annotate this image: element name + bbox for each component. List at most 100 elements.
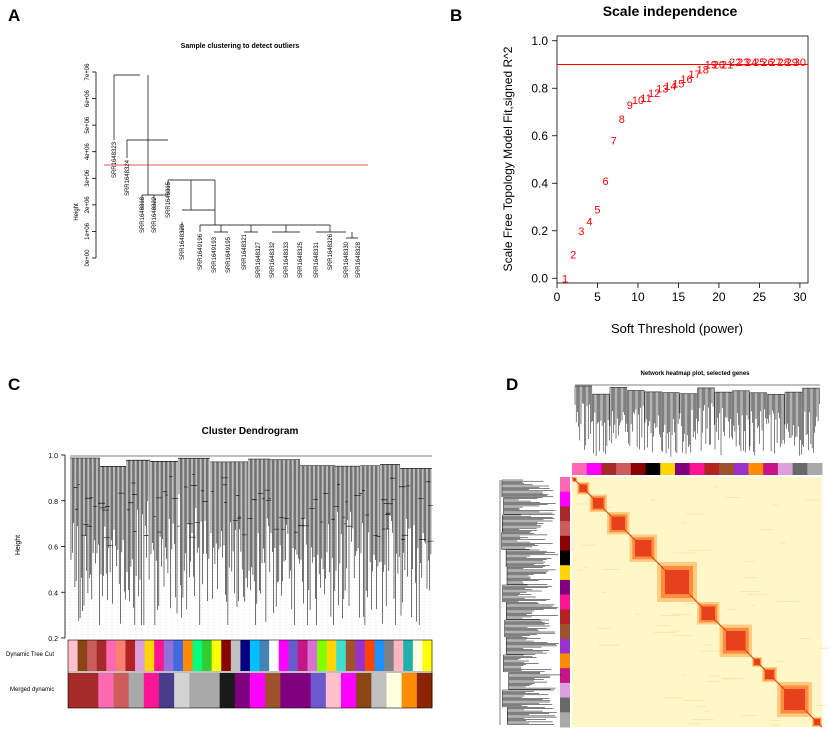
left-module-strip [560,682,570,699]
left-module-strip [560,668,570,684]
top-module-strip [660,463,676,475]
panel-b-point-label: 8 [619,114,625,126]
panel-c-ytick-label: 1.0 [48,453,58,460]
dynamic-tree-cut-segment [422,640,433,671]
panel-b-point-label: 16 [680,74,692,86]
top-module-strip [586,463,602,475]
panel-b-point-label: 15 [672,79,684,91]
merged-dynamic-label: Merged dynamic [10,687,55,693]
merged-dynamic-segment [159,673,175,708]
panel-letter-a: A [8,6,21,25]
panel-b-point-label: 30 [794,57,806,69]
dynamic-tree-cut-segment [288,640,299,671]
top-module-strip [645,463,661,475]
panel-a-sample-label: SRR1648327 [256,241,262,278]
panel-a-sample-label: SRR1648333 [284,241,290,278]
merged-dynamic-segment [295,673,312,708]
panel-b-ytick-label: 0.0 [531,271,548,285]
dynamic-tree-cut-segment [144,640,155,671]
merged-dynamic-segment [416,673,433,708]
panel-a-sample-label: SRR1648326 [328,233,334,270]
panel-b-title: Scale independence [602,3,738,19]
top-module-strip [763,463,779,475]
left-module-strip [560,712,570,728]
dynamic-tree-cut-segment [96,640,107,671]
top-module-strip [719,463,735,475]
top-module-strip [689,463,705,475]
panel-b-xlabel: Soft Threshold (power) [611,321,743,336]
panel-b-xtick-label: 10 [631,290,645,304]
merged-dynamic-segment [341,673,357,708]
top-module-strip [601,463,617,475]
panel-a-ytick-label: 6e+06 [85,89,91,107]
panel-c-title: Cluster Dendrogram [201,426,299,437]
dynamic-tree-cut-segment [202,640,213,671]
dynamic-tree-cut-segment [364,640,376,671]
panel-a-sample-label: SRR1648323 [112,141,118,178]
panel-c-ytick-label: 0.8 [48,499,58,506]
dynamic-tree-cut-segment [135,640,146,671]
top-module-strip [616,463,632,475]
panel-a-ytick-label: 7e+06 [85,63,91,81]
panel-b-xtick-label: 25 [753,290,767,304]
left-module-strip [560,697,570,713]
panel-a-ytick-label: 1e+06 [85,222,91,240]
dynamic-tree-cut-segment [77,640,88,671]
panel-c-plot: 0.2 0.4 0.6 0.8 1.0 Height [15,453,434,709]
top-module-strip [748,463,764,475]
panel-a-sample-label: SRR1648332 [270,241,276,278]
panel-b-ytick-label: 0.8 [531,81,548,95]
panel-b-point-label: 20 [713,60,725,72]
panel-letter-d: D [506,375,519,394]
panel-a-sample-label: SRR1648331 [314,241,320,278]
panel-b-point-label: 22 [729,57,741,69]
panel-b-ytick-label: 0.2 [531,224,548,238]
panel-b-point-label: 1 [562,273,568,285]
dynamic-tree-cut-segment [259,640,270,671]
panel-b-xtick-label: 20 [712,290,726,304]
left-module-strip [560,491,570,507]
panel-b-plot: 0 5 10 15 20 25 30 0.0 0.2 0.4 0.6 0.8 1.0 Scale Free… [0,0,829,350]
left-module-strip [560,594,570,610]
merged-dynamic-segment [280,673,296,708]
left-module-strip [560,565,570,581]
merged-dynamic-segment [143,673,160,708]
panel-a-sample-label: SRR1649193 [212,236,218,273]
dynamic-tree-cut-segment [173,640,184,671]
panel-b-xtick-label: 5 [594,290,601,304]
dynamic-tree-cut-segment [211,640,222,671]
dynamic-tree-cut-label: Dynamic Tree Cut [6,652,55,658]
dynamic-tree-cut-segment [345,640,356,671]
panel-b-point-label: 7 [611,136,617,148]
merged-dynamic-segment [83,673,99,708]
top-module-strip [572,463,588,475]
panel-a-ytick-label: 3e+06 [85,169,91,187]
panel-a-sample-label: SRR1648322 [152,196,158,233]
dynamic-tree-cut-segment [154,640,165,671]
panel-b-xtick-label: 30 [793,290,807,304]
top-module-strip [630,463,647,475]
panel-b-point-label: 3 [578,226,584,238]
top-module-strip [792,463,808,475]
panel-b-point-label: 2 [570,250,576,262]
panel-a-sample-label: SRR1648329 [180,223,186,260]
dynamic-tree-cut-segment [68,640,79,671]
dynamic-tree-cut-segment [250,640,261,671]
panel-a-ytick-label: 4e+06 [85,143,91,161]
panel-b-point-label: 5 [594,204,600,216]
merged-dynamic-segment [128,673,145,708]
left-module-strip [560,624,570,640]
panel-b-ytick-label: 0.6 [531,129,548,143]
panel-a-sample-label: SRR1648330 [344,241,350,278]
dynamic-tree-cut-segment [182,640,194,671]
panel-a-dendrogram [113,74,358,239]
panel-a-ytick-label: 2e+06 [85,196,91,214]
panel-b-point-label: 11 [640,93,651,105]
merged-dynamic-segment [250,673,266,708]
dynamic-tree-cut-segment [384,640,395,671]
panel-b-point-label: 29 [786,57,798,69]
panel-b-point-label: 9 [627,100,633,112]
panel-a-title: Sample clustering to detect outliers [180,43,300,50]
dynamic-tree-cut-segment [317,640,328,671]
panel-b-point-label: 23 [737,57,749,69]
